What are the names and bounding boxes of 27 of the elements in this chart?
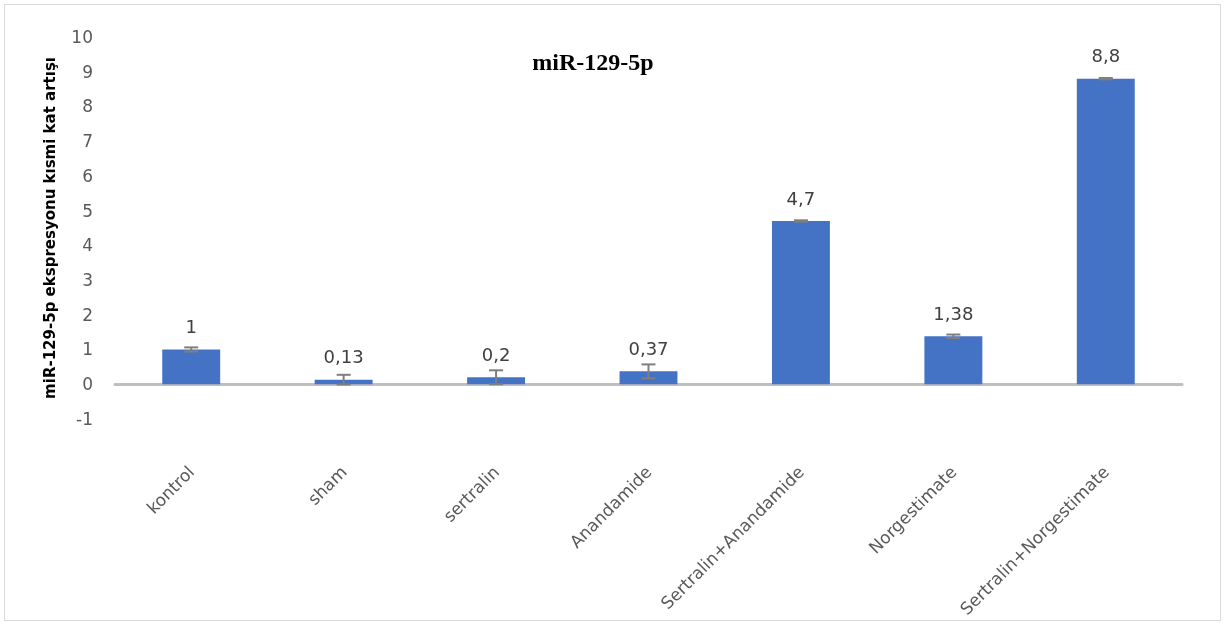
y-tick-label: 2 <box>82 304 93 325</box>
bar <box>1076 78 1135 385</box>
data-label: 0,37 <box>628 337 669 359</box>
y-tick-label: 3 <box>82 270 93 291</box>
bar <box>924 336 983 385</box>
y-tick-label: 0 <box>82 374 93 395</box>
data-label: 0,13 <box>323 346 364 368</box>
y-tick-label: -1 <box>76 408 93 429</box>
y-tick-label: 8 <box>82 96 93 117</box>
data-label: 1 <box>185 315 197 337</box>
data-label: 8,8 <box>1091 45 1121 67</box>
y-tick-label: 7 <box>82 131 93 152</box>
bar <box>771 221 830 385</box>
y-tick-label: 4 <box>82 235 93 256</box>
text: miR-129-5p <box>532 49 654 75</box>
data-label: 4,7 <box>786 187 816 209</box>
bar <box>467 377 526 385</box>
y-tick-label: 9 <box>82 61 93 82</box>
y-tick-label: 6 <box>82 165 93 186</box>
data-label: 0,2 <box>481 343 511 365</box>
y-tick-label: 5 <box>82 200 93 221</box>
data-label: 1,38 <box>933 302 974 324</box>
y-axis-title: miR-129-5p ekspresyonu kısmi kat artışı <box>40 57 59 399</box>
bar <box>162 349 221 385</box>
bar <box>619 371 678 385</box>
y-tick-label: 1 <box>82 339 93 360</box>
y-tick-label: 10 <box>71 27 93 47</box>
